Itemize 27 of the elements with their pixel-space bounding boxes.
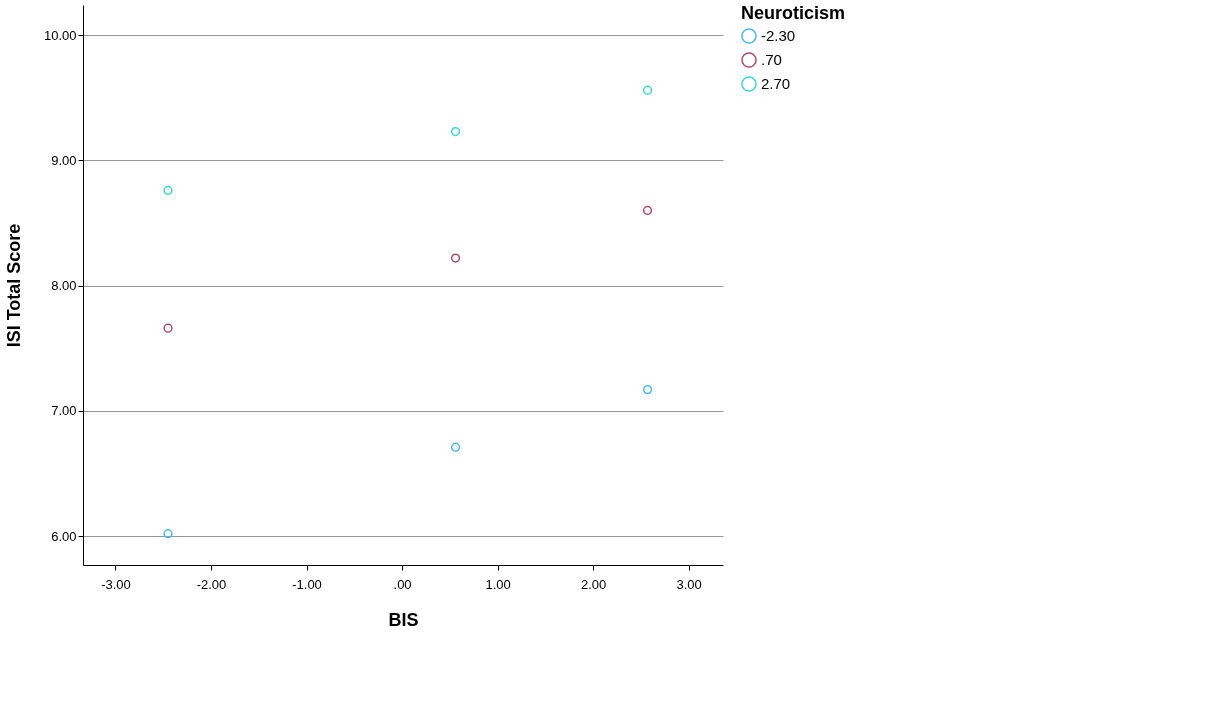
y-tick-label: 8.00 — [51, 278, 77, 294]
y-axis-title: ISI Total Score — [3, 223, 24, 348]
point — [163, 529, 173, 539]
legend-label: .70 — [761, 51, 782, 68]
point — [163, 185, 173, 196]
x-tick-label: 1.00 — [485, 576, 511, 592]
y-tick-label: 6.00 — [51, 528, 77, 544]
x-tick-label: -3.00 — [101, 576, 131, 592]
x-tick-label: 2.00 — [580, 576, 607, 592]
x-axis-title: BIS — [388, 609, 419, 630]
point — [450, 442, 461, 452]
point — [642, 384, 653, 395]
x-tick-label: 3.00 — [676, 576, 702, 592]
y-tick-label: 7.00 — [51, 403, 77, 419]
x-tick-label: -1.00 — [292, 576, 322, 592]
point — [163, 323, 173, 333]
x-tick-label: .00 — [393, 576, 412, 592]
x-tick-label: -2.00 — [196, 576, 227, 592]
point — [450, 253, 461, 263]
point — [450, 126, 461, 137]
point — [642, 205, 653, 216]
legend-label: 2.70 — [761, 75, 791, 92]
legend-label: -2.30 — [761, 27, 796, 44]
point — [642, 85, 653, 95]
y-tick-label: 10.00 — [43, 27, 77, 43]
y-tick-label: 9.00 — [51, 152, 77, 168]
legend-title: Neuroticism — [741, 3, 846, 23]
